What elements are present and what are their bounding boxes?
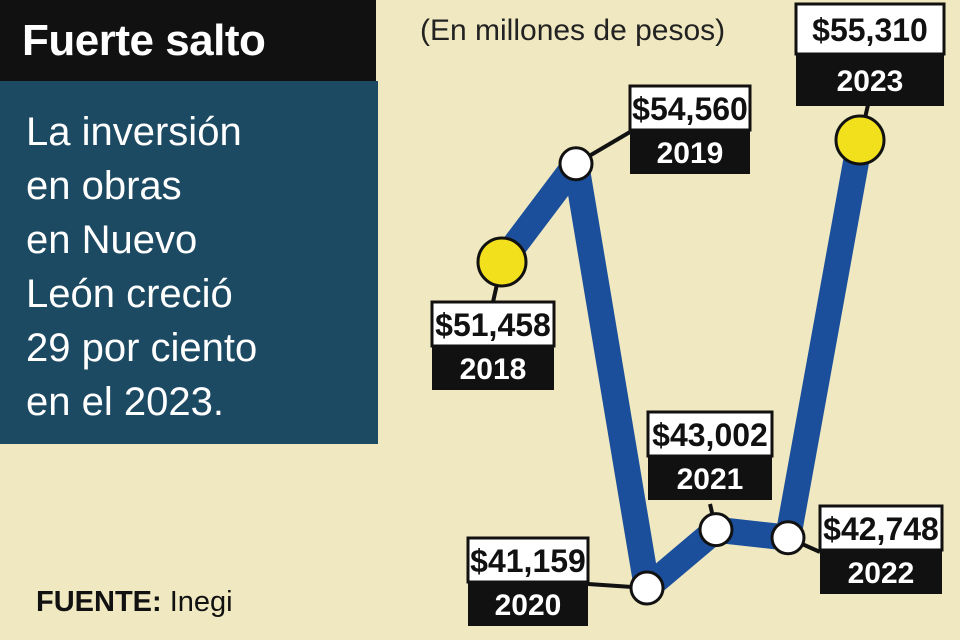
data-value-label: $42,748 bbox=[823, 511, 939, 547]
data-value-label: $41,159 bbox=[470, 543, 586, 579]
x-tick-label: 2020 bbox=[495, 589, 562, 622]
year-label-box bbox=[468, 582, 588, 626]
highlight-point-marker bbox=[476, 236, 528, 288]
year-label-box bbox=[432, 346, 554, 390]
point-marker bbox=[629, 570, 665, 606]
x-tick-label: 2021 bbox=[677, 463, 744, 496]
unit-note: (En millones de pesos) bbox=[420, 14, 726, 47]
source-note: FUENTE: Inegi bbox=[36, 586, 233, 619]
value-label-box bbox=[646, 410, 774, 458]
value-label-box bbox=[794, 2, 946, 56]
year-label-box bbox=[630, 130, 750, 174]
point-marker bbox=[558, 146, 594, 182]
highlight-point-marker bbox=[834, 114, 886, 166]
point-marker bbox=[770, 520, 806, 556]
value-label-box bbox=[818, 504, 944, 552]
chart-description: La inversión en obras en Nuevo León crec… bbox=[0, 81, 378, 444]
year-label-box bbox=[796, 54, 944, 106]
value-label-box bbox=[430, 300, 556, 348]
x-tick-label: 2022 bbox=[848, 557, 915, 590]
x-tick-label: 2019 bbox=[657, 137, 724, 170]
data-value-label: $55,310 bbox=[812, 12, 928, 48]
data-value-label: $43,002 bbox=[652, 417, 768, 453]
year-label-box bbox=[648, 456, 772, 500]
data-value-label: $51,458 bbox=[435, 307, 551, 343]
value-label-box bbox=[628, 84, 752, 132]
source-label: FUENTE: bbox=[36, 586, 162, 618]
year-label-box bbox=[820, 550, 942, 594]
chart-title: Fuerte salto bbox=[0, 0, 376, 81]
series-line-segment bbox=[775, 127, 873, 551]
x-tick-label: 2018 bbox=[460, 353, 527, 386]
x-tick-label: 2023 bbox=[837, 65, 904, 98]
source-value: Inegi bbox=[169, 586, 233, 618]
series-line-segment bbox=[563, 150, 660, 601]
data-value-label: $54,560 bbox=[632, 91, 748, 127]
value-label-box bbox=[466, 536, 590, 584]
point-marker bbox=[698, 512, 734, 548]
